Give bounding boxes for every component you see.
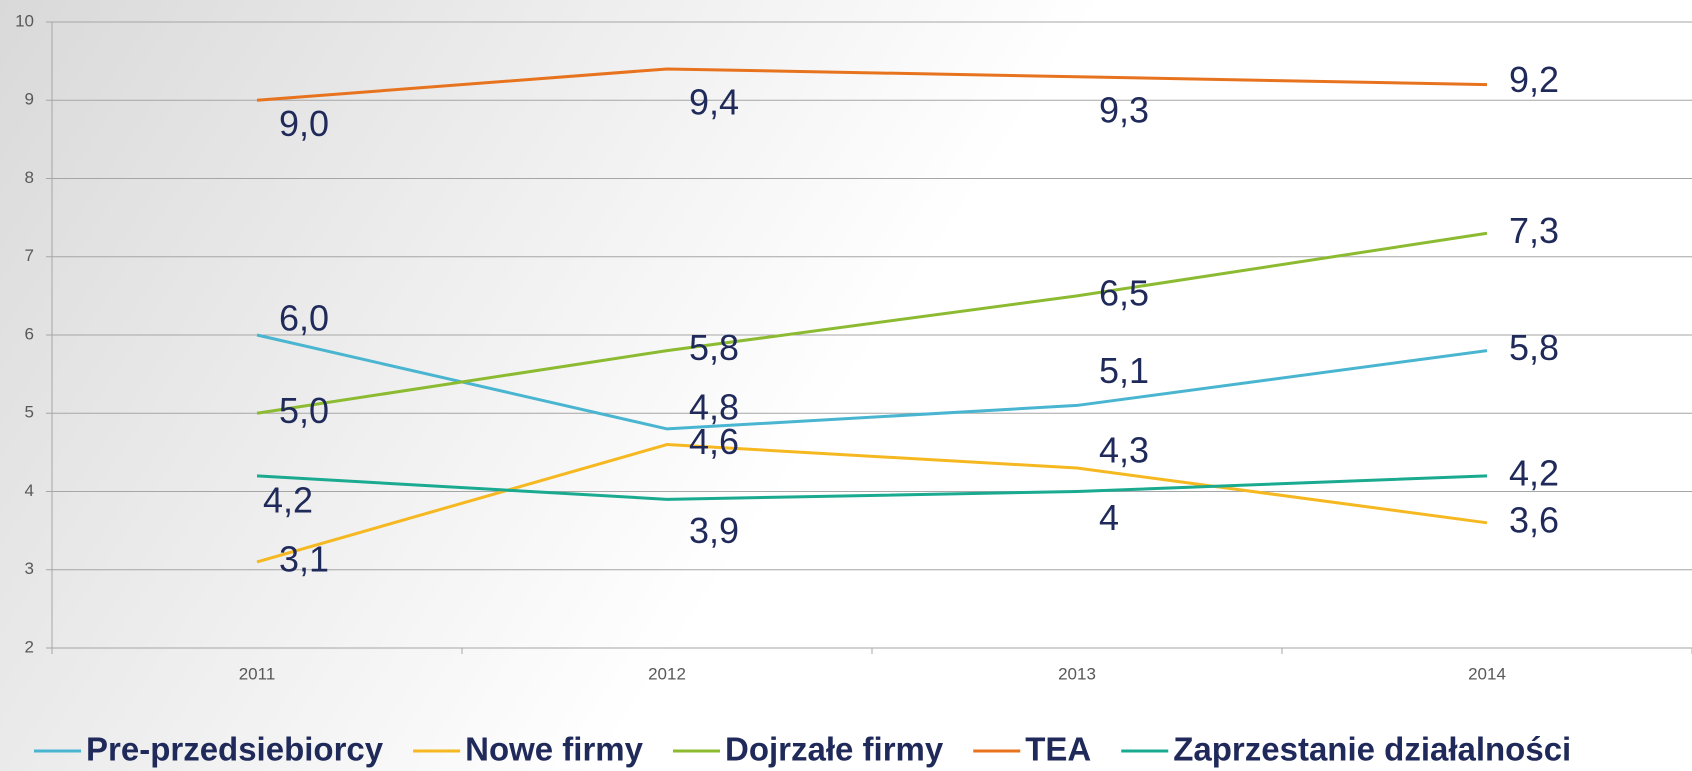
data-label: 3,6 [1509, 499, 1559, 540]
data-label: 4,3 [1099, 430, 1149, 471]
x-tick-label: 2014 [1468, 664, 1506, 683]
y-tick-label: 6 [25, 324, 34, 343]
data-label: 3,1 [279, 538, 329, 579]
series-line [256, 443, 1488, 564]
legend-label: TEA [1025, 731, 1091, 768]
data-label: 5,8 [1509, 327, 1559, 368]
data-label: 4,2 [263, 479, 313, 520]
y-tick-label: 10 [15, 11, 34, 30]
data-label: 5,8 [689, 327, 739, 368]
data-label: 9,2 [1509, 59, 1559, 100]
series-line [256, 474, 1488, 501]
data-label: 6,0 [279, 298, 329, 339]
x-tick-label: 2011 [239, 664, 276, 683]
series-line [256, 231, 1488, 415]
data-label: 7,3 [1509, 210, 1559, 251]
data-label: 3,9 [689, 510, 739, 551]
data-label: 5,1 [1099, 350, 1149, 391]
y-tick-label: 9 [25, 90, 34, 109]
data-label: 9,0 [279, 103, 329, 144]
data-label: 4,8 [689, 386, 739, 427]
legend-label: Dojrzałe firmy [725, 731, 944, 768]
y-tick-label: 7 [25, 246, 34, 265]
data-label: 4,6 [689, 421, 739, 462]
data-label: 6,5 [1099, 272, 1149, 313]
data-label: 9,3 [1099, 89, 1149, 130]
data-label: 9,4 [689, 81, 739, 122]
legend-label: Nowe firmy [465, 731, 644, 768]
y-tick-label: 5 [25, 403, 34, 422]
y-tick-label: 4 [25, 481, 34, 500]
data-label: 4 [1099, 497, 1119, 538]
data-label: 5,0 [279, 390, 329, 431]
y-tick-label: 3 [25, 559, 34, 578]
y-tick-label: 8 [25, 168, 34, 187]
legend-label: Pre-przedsiebiorcy [86, 731, 384, 768]
x-tick-label: 2013 [1058, 664, 1096, 683]
x-tick-label: 2012 [648, 664, 686, 683]
data-label: 4,2 [1509, 452, 1559, 493]
series-line [256, 67, 1488, 102]
y-tick-label: 2 [25, 637, 34, 656]
legend-label: Zaprzestanie działalności [1173, 731, 1571, 768]
